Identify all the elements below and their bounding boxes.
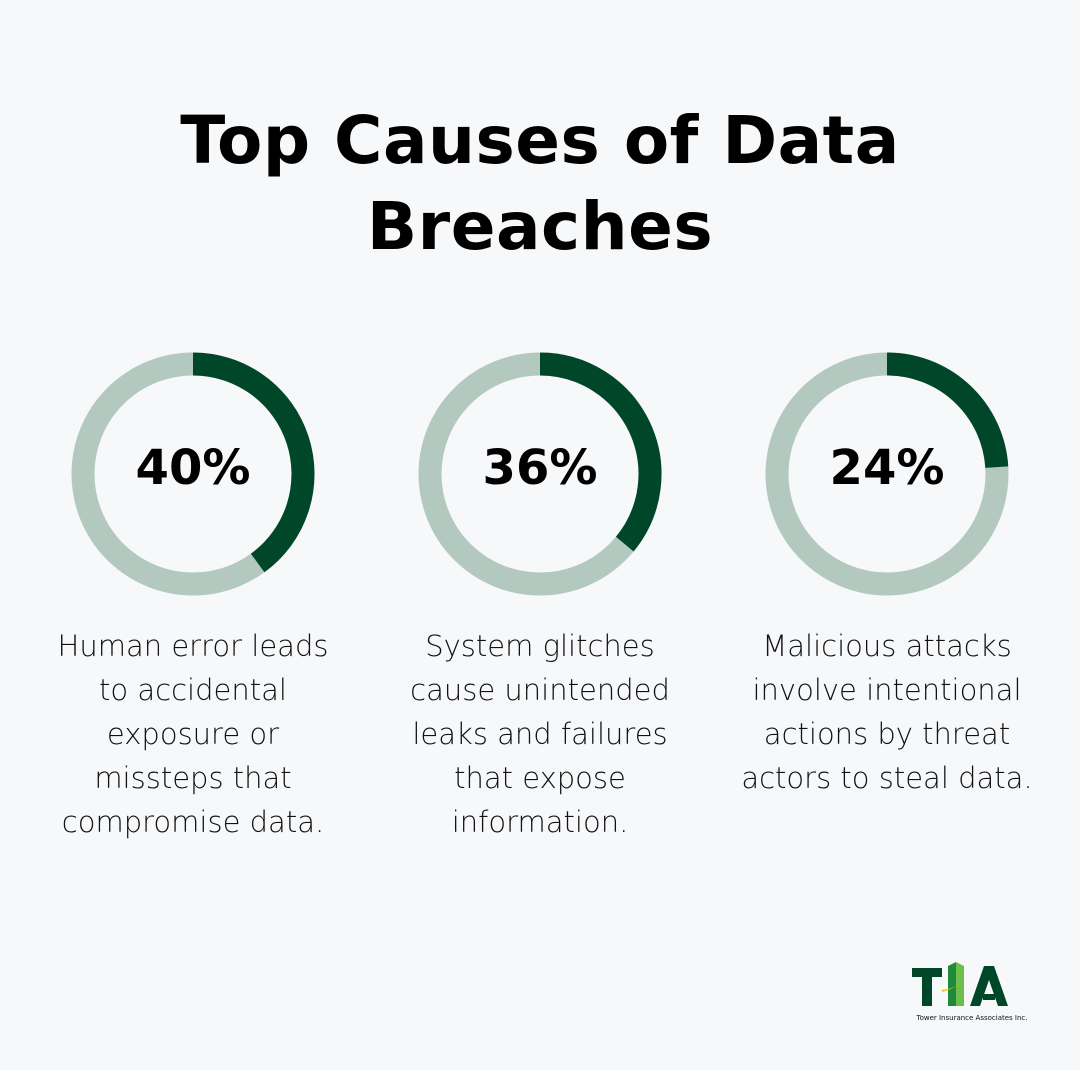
- description: System glitches cause unintended leaks a…: [410, 629, 670, 839]
- donut-value-arc: [539, 352, 662, 552]
- tia-logo-icon: [912, 962, 1008, 1006]
- company-logo: Tower Insurance Associates Inc.: [912, 960, 1032, 1022]
- donut-chart: [418, 352, 662, 596]
- donut-value-arc: [886, 352, 1009, 469]
- description: Human error leads to accidental exposure…: [57, 629, 329, 839]
- percent-label: 36%: [482, 440, 598, 496]
- donut-system-glitches: 36% System glitches cause unintended lea…: [390, 352, 690, 844]
- donut-malicious-attacks: 24% Malicious attacks involve intentiona…: [737, 352, 1037, 800]
- donut-value-arc: [192, 352, 315, 573]
- percent-label: 40%: [135, 440, 251, 496]
- donut-chart: [765, 352, 1009, 596]
- percent-label: 24%: [829, 440, 945, 496]
- donut-chart: [71, 352, 315, 596]
- description: Malicious attacks involve intentional ac…: [741, 629, 1033, 795]
- page-title: Top Causes of Data Breaches: [180, 102, 900, 265]
- donut-human-error: 40% Human error leads to accidental expo…: [43, 352, 343, 844]
- logo-tagline: Tower Insurance Associates Inc.: [916, 1014, 1028, 1022]
